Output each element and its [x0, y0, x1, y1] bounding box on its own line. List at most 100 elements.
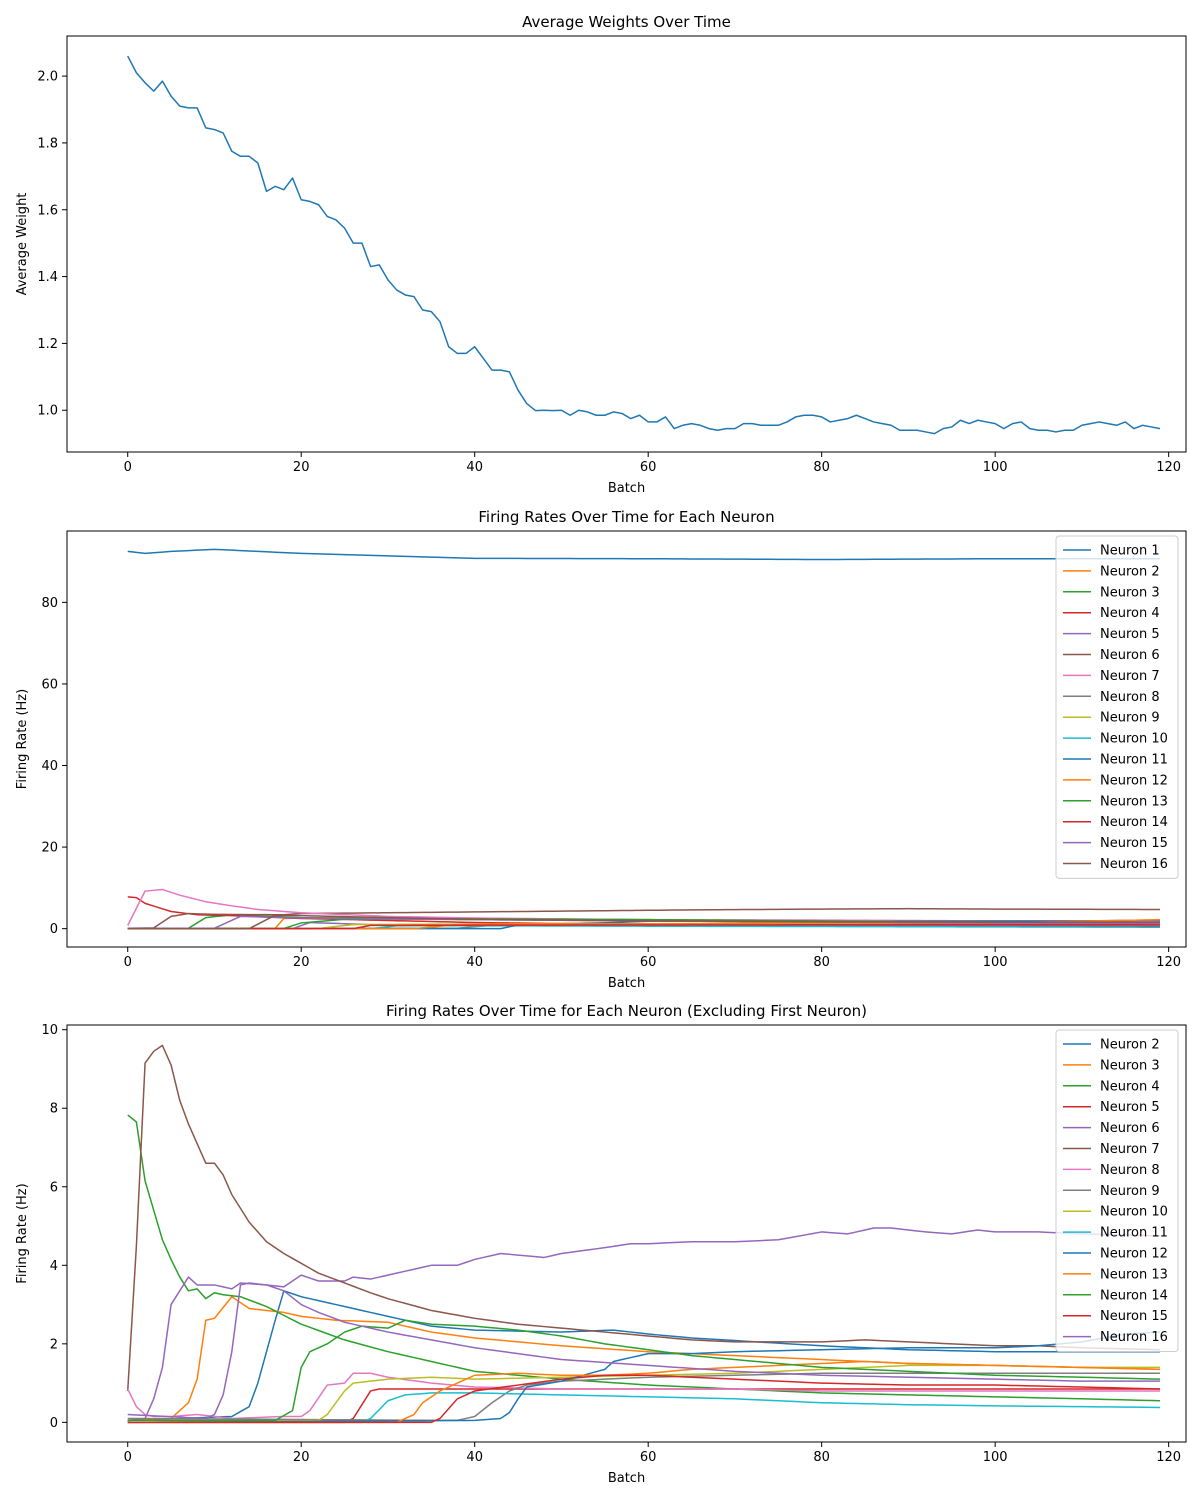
y-tick-label: 40	[41, 759, 58, 774]
x-tick-label: 80	[813, 1450, 830, 1465]
axes-frame	[66, 530, 1187, 948]
y-tick-label: 1.8	[37, 136, 58, 151]
x-tick-label: 20	[293, 460, 310, 475]
y-tick-label: 1.6	[37, 203, 58, 218]
legend-label: Neuron 14	[1100, 815, 1168, 830]
x-tick-label: 60	[640, 955, 657, 970]
legend-label: Neuron 6	[1100, 648, 1160, 663]
x-axis-label: Batch	[608, 1471, 645, 1486]
x-axis-label: Batch	[608, 976, 645, 991]
y-tick-label: 4	[50, 1259, 58, 1274]
legend-label: Neuron 4	[1100, 606, 1160, 621]
legend-label: Neuron 5	[1100, 627, 1160, 642]
legend-label: Neuron 5	[1100, 1100, 1160, 1115]
x-tick-label: 0	[124, 1450, 132, 1465]
series-line-neuron-4	[127, 1114, 1160, 1402]
x-tick-label: 80	[813, 955, 830, 970]
legend-label: Neuron 16	[1100, 1330, 1168, 1345]
series-line-neuron-8	[127, 1372, 1160, 1420]
legend-label: Neuron 9	[1100, 711, 1160, 726]
chart-title: Firing Rates Over Time for Each Neuron	[478, 508, 774, 526]
series-line-neuron-7	[126, 1044, 1160, 1391]
chart-3: Firing Rates Over Time for Each Neuron (…	[15, 1002, 1187, 1486]
x-tick-label: 0	[124, 955, 132, 970]
chart-title: Firing Rates Over Time for Each Neuron (…	[386, 1002, 867, 1020]
legend-label: Neuron 11	[1100, 1226, 1168, 1241]
x-tick-label: 60	[640, 1450, 657, 1465]
series-line-neuron-14	[127, 1319, 1160, 1422]
legend-label: Neuron 8	[1100, 690, 1160, 705]
x-tick-label: 20	[293, 1450, 310, 1465]
x-axis-label: Batch	[608, 481, 645, 496]
legend: Neuron 2 Neuron 3 Neuron 4 Neuron 5 Neuron 6…	[1055, 1029, 1179, 1352]
series-line-neuron-12	[127, 1331, 1161, 1424]
y-tick-label: 60	[41, 677, 58, 692]
x-tick-label: 60	[640, 460, 657, 475]
x-tick-label: 80	[813, 460, 830, 475]
x-tick-label: 40	[466, 460, 483, 475]
x-tick-label: 20	[293, 955, 310, 970]
series-line-neuron-6	[127, 907, 1160, 929]
legend-label: Neuron 12	[1100, 773, 1168, 788]
y-tick-label: 1.2	[37, 337, 58, 352]
series-line-1	[127, 55, 1161, 435]
y-axis-label: Firing Rate (Hz)	[15, 1183, 30, 1283]
y-tick-label: 6	[50, 1180, 58, 1195]
y-tick-label: 80	[41, 596, 58, 611]
series-line-neuron-13	[127, 1360, 1160, 1424]
chart-1: Average Weights Over Time 0 20 40 60 80 100 120…	[15, 13, 1187, 496]
legend-label: Neuron 8	[1100, 1163, 1160, 1178]
plot-area	[127, 548, 1160, 930]
y-tick-label: 0	[50, 1416, 58, 1431]
legend-label: Neuron 13	[1100, 1267, 1168, 1282]
legend-box	[1055, 535, 1179, 879]
x-tick-label: 100	[983, 955, 1008, 970]
y-tick-label: 10	[41, 1023, 58, 1038]
legend-box	[1055, 1029, 1179, 1352]
x-tick-label: 40	[466, 955, 483, 970]
x-tick-label: 120	[1156, 1450, 1181, 1465]
legend: Neuron 1 Neuron 2 Neuron 3 Neuron 4 Neuron 5…	[1055, 535, 1179, 879]
legend-label: Neuron 1	[1100, 544, 1160, 559]
legend-label: Neuron 7	[1100, 1142, 1160, 1157]
y-axis-label: Firing Rate (Hz)	[15, 689, 30, 789]
y-axis-label: Average Weight	[15, 193, 30, 296]
legend-label: Neuron 14	[1100, 1288, 1168, 1303]
legend-label: Neuron 15	[1100, 1309, 1168, 1324]
legend-label: Neuron 3	[1100, 1058, 1160, 1073]
series-line-neuron-15	[127, 1374, 1160, 1424]
x-tick-label: 100	[983, 1450, 1008, 1465]
y-tick-label: 8	[50, 1102, 58, 1117]
plot-area	[127, 55, 1161, 435]
chart-2: Firing Rates Over Time for Each Neuron 0 2…	[15, 508, 1187, 991]
legend-label: Neuron 9	[1100, 1184, 1160, 1199]
chart-title: Average Weights Over Time	[522, 13, 731, 31]
y-tick-label: 1.0	[37, 404, 58, 419]
series-line-neuron-16	[127, 914, 1160, 930]
legend-label: Neuron 7	[1100, 669, 1160, 684]
x-tick-label: 40	[466, 1450, 483, 1465]
legend-label: Neuron 3	[1100, 585, 1160, 600]
series-line-neuron-1	[127, 548, 1160, 561]
plot-area	[126, 1044, 1161, 1424]
legend-label: Neuron 15	[1100, 836, 1168, 851]
x-tick-label: 120	[1156, 460, 1181, 475]
x-tick-label: 100	[983, 460, 1008, 475]
series-line-neuron-6	[127, 1227, 1160, 1422]
legend-label: Neuron 2	[1100, 564, 1160, 579]
y-tick-label: 20	[41, 841, 58, 856]
legend-label: Neuron 10	[1100, 732, 1168, 747]
y-tick-label: 2	[50, 1337, 58, 1352]
legend-label: Neuron 12	[1100, 1247, 1168, 1262]
y-tick-label: 2.0	[37, 70, 58, 85]
legend-label: Neuron 2	[1100, 1038, 1160, 1053]
axes-frame	[66, 35, 1187, 453]
y-tick-label: 0	[50, 922, 58, 937]
series-line-neuron-2	[127, 1290, 1160, 1422]
legend-label: Neuron 10	[1100, 1205, 1168, 1220]
legend-label: Neuron 16	[1100, 857, 1168, 872]
series-line-neuron-14	[127, 923, 1160, 930]
legend-label: Neuron 11	[1100, 753, 1168, 768]
